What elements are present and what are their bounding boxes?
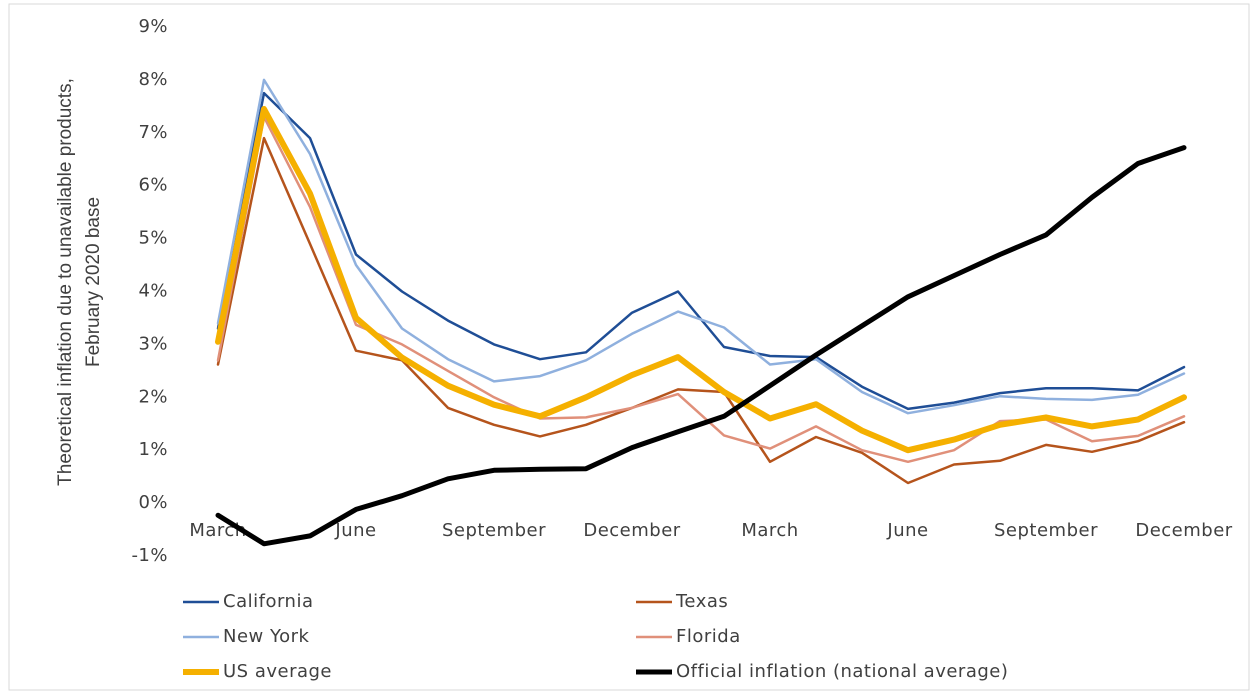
y-tick-label: 5% xyxy=(138,228,168,249)
x-tick-label: December xyxy=(583,520,680,541)
x-tick-label: December xyxy=(1135,520,1232,541)
legend-label: California xyxy=(223,591,313,612)
x-tick-label: June xyxy=(334,520,376,541)
y-tick-label: 9% xyxy=(138,16,168,37)
series-line xyxy=(216,78,1186,415)
legend-label: US average xyxy=(223,661,332,682)
y-tick-label: 0% xyxy=(138,492,168,513)
y-tick-label: 1% xyxy=(138,439,168,460)
y-tick-label: 2% xyxy=(138,386,168,407)
series-line xyxy=(215,145,1187,547)
y-axis-label: Theoretical inflation due to unavailable… xyxy=(55,78,76,486)
series-line xyxy=(215,106,1187,454)
y-axis-label: February 2020 base xyxy=(83,197,104,367)
series-line xyxy=(216,115,1186,464)
y-tick-label: 3% xyxy=(138,333,168,354)
y-tick-label: -1% xyxy=(131,545,168,566)
x-tick-label: September xyxy=(994,520,1098,541)
legend-label: New York xyxy=(223,626,310,647)
legend-label: Florida xyxy=(676,626,741,647)
series-line xyxy=(216,136,1186,485)
legend-label: Official inflation (national average) xyxy=(676,661,1008,682)
x-tick-label: June xyxy=(886,520,928,541)
y-tick-label: 4% xyxy=(138,281,168,302)
series-line xyxy=(216,91,1186,411)
y-tick-label: 7% xyxy=(138,122,168,143)
chart-border xyxy=(8,3,1250,691)
legend-label: Texas xyxy=(675,591,728,612)
y-tick-label: 8% xyxy=(138,69,168,90)
y-tick-label: 6% xyxy=(138,175,168,196)
x-tick-label: September xyxy=(442,520,546,541)
x-tick-label: March xyxy=(741,520,798,541)
